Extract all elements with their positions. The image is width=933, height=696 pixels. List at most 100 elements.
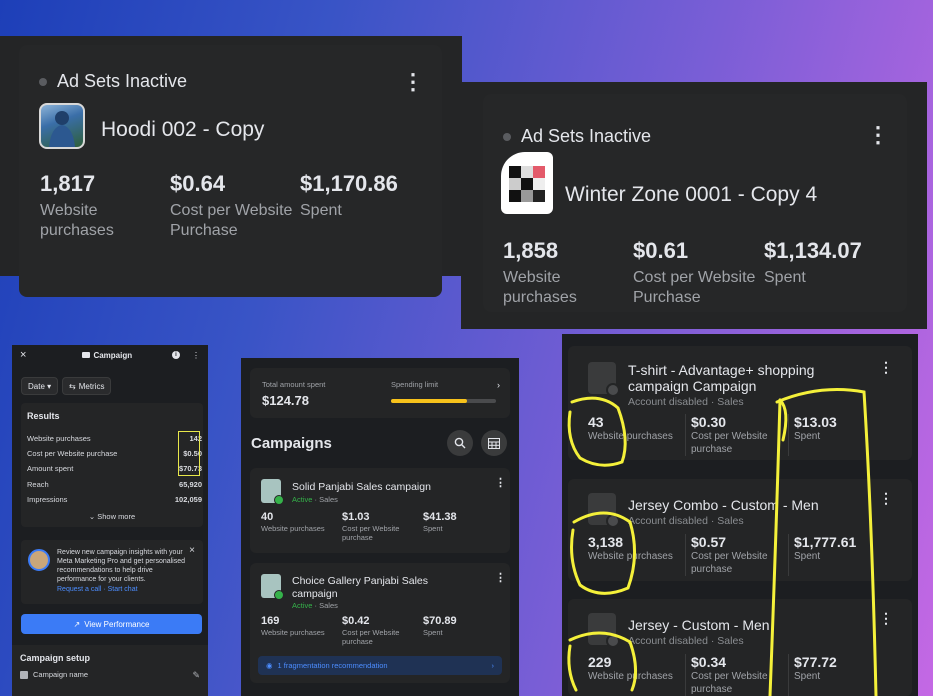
adset-card-body[interactable]: Ad Sets Inactive ⋮ Hoodi 002 - Copy 1,81…: [19, 45, 442, 297]
more-options-icon[interactable]: ⋮: [879, 610, 893, 626]
search-button[interactable]: [447, 430, 473, 456]
metrics-button[interactable]: ⇆ Metrics: [62, 377, 112, 395]
campaign-icon: [588, 613, 620, 648]
campaign-name: Jersey - Custom - Men: [628, 617, 770, 633]
divider: [788, 414, 789, 456]
status-row: Ad Sets Inactive: [503, 126, 651, 147]
adset-thumbnail: [39, 103, 85, 149]
campaign-card[interactable]: Jersey Combo - Custom - Men Account disa…: [568, 479, 912, 581]
campaign-status: Account disabled · Sales: [628, 396, 744, 408]
metric-spent: $77.72 Spent: [794, 654, 837, 683]
metric-label: Cost per Website purchase: [691, 431, 768, 455]
lightbulb-icon: ◉: [266, 661, 273, 670]
adset-card-body[interactable]: Ad Sets Inactive ⋮ Winter Zone 0001 - Co…: [483, 94, 907, 312]
metric-value: $1,777.61: [794, 534, 857, 550]
divider: [685, 654, 686, 696]
highlight-box: [178, 431, 200, 476]
campaign-card[interactable]: Solid Panjabi Sales campaign Active · Sa…: [250, 468, 510, 553]
metric-value: $0.57: [691, 534, 727, 550]
spending-limit-label: Spending limit: [391, 380, 439, 389]
metric-spent: $1,134.07 Spent: [764, 238, 862, 288]
insight-links[interactable]: Request a call · Start chat: [57, 586, 138, 593]
close-icon[interactable]: ×: [189, 545, 195, 556]
results-panel: Results Website purchases 142 Cost per We…: [21, 403, 203, 527]
metric-spent: $70.89 Spent: [423, 615, 457, 637]
metric-value: 43: [588, 414, 604, 430]
divider: [685, 414, 686, 456]
row-label: Cost per Website purchase: [27, 449, 118, 458]
metric-label: Cost per Website purchase: [342, 628, 400, 646]
metric-value: $41.38: [423, 511, 457, 523]
divider: [788, 654, 789, 696]
campaign-name: Solid Panjabi Sales campaign: [292, 481, 431, 493]
metric-value: $0.64: [170, 171, 226, 196]
metric-value: $77.72: [794, 654, 837, 670]
campaign-card[interactable]: Jersey - Custom - Men Account disabled ·…: [568, 599, 912, 696]
total-spent-value: $124.78: [262, 393, 309, 408]
more-options-icon[interactable]: ⋮: [495, 477, 506, 489]
more-options-icon[interactable]: ⋮: [879, 359, 893, 375]
row-value: 142: [189, 434, 202, 443]
more-options-icon[interactable]: ⋮: [495, 572, 506, 584]
edit-icon[interactable]: ✎: [192, 670, 200, 680]
show-more-label: Show more: [97, 512, 136, 521]
table-view-button[interactable]: [481, 430, 507, 456]
metric-label: Spent: [794, 431, 821, 442]
close-icon[interactable]: ×: [20, 349, 27, 361]
metric-value: $1,134.07: [764, 238, 862, 263]
campaign-card[interactable]: T-shirt - Advantage+ shopping campaign C…: [568, 346, 912, 460]
campaigns-list-screen: Total amount spent $124.78 Spending limi…: [241, 358, 519, 696]
recommendation-banner[interactable]: ◉ 1 fragmentation recommendation ›: [258, 656, 502, 675]
campaign-setup-section: Campaign setup Campaign name ✎: [12, 645, 208, 696]
more-options-icon[interactable]: ⋮: [192, 350, 200, 360]
chevron-right-icon[interactable]: ›: [497, 380, 500, 390]
metric-spent: $41.38 Spent: [423, 511, 457, 533]
result-row: Website purchases 142: [27, 434, 202, 443]
metric-value: $1.03: [342, 511, 370, 523]
campaign-status: Active · Sales: [292, 495, 338, 504]
row-label: Website purchases: [27, 434, 91, 443]
metric-label: Spent: [794, 551, 821, 562]
metric-value: 229: [588, 654, 612, 670]
metric-cost-per-purchase: $1.03 Cost per Website purchase: [342, 511, 412, 542]
date-filter-button[interactable]: Date ▾: [21, 377, 59, 395]
insight-banner: Review new campaign insights with your M…: [21, 540, 203, 604]
page-title: Campaign: [82, 351, 132, 360]
adset-name: Hoodi 002 - Copy: [101, 118, 265, 141]
status-dot-icon: [39, 77, 47, 86]
metric-cost-per-purchase: $0.42 Cost per Website purchase: [342, 615, 412, 646]
campaign-card[interactable]: Choice Gallery Panjabi Sales campaign Ac…: [250, 563, 510, 683]
setup-item[interactable]: Campaign name: [20, 670, 88, 679]
metric-cost-per-purchase: $0.64 Cost per Website Purchase: [170, 171, 295, 241]
folder-icon: [82, 352, 91, 358]
info-icon[interactable]: i: [172, 351, 180, 359]
metric-label: Website purchases: [503, 269, 577, 306]
view-performance-label: View Performance: [84, 619, 150, 629]
metric-label: Spent: [794, 671, 821, 682]
chevron-down-icon: ⌄: [88, 512, 96, 521]
more-options-icon[interactable]: ⋮: [879, 490, 893, 506]
metric-label: Website purchases: [40, 202, 114, 239]
result-row: Impressions 102,059: [27, 495, 202, 504]
row-label: Reach: [27, 480, 49, 489]
metric-cost-per-purchase: $0.34 Cost per Website purchase: [691, 654, 781, 696]
metric-label: Website purchases: [588, 431, 673, 442]
more-options-icon[interactable]: ⋮: [402, 69, 424, 94]
metric-cost-per-purchase: $0.57 Cost per Website purchase: [691, 534, 781, 576]
metric-value: $0.42: [342, 615, 370, 627]
spend-summary[interactable]: Total amount spent $124.78 Spending limi…: [250, 368, 510, 418]
campaign-icon: [261, 479, 284, 505]
metric-label: Spent: [423, 524, 443, 533]
status-active: Active: [292, 495, 313, 504]
metric-label: Website purchases: [588, 671, 673, 682]
sliders-icon: ⇆: [69, 381, 76, 391]
metric-label: Cost per Website purchase: [691, 551, 768, 575]
status-label: Ad Sets Inactive: [521, 126, 652, 146]
show-more-link[interactable]: ⌄ Show more: [21, 512, 203, 521]
view-performance-button[interactable]: ↗ View Performance: [21, 614, 202, 634]
campaign-name: T-shirt - Advantage+ shopping campaign C…: [628, 362, 815, 394]
row-label: Impressions: [27, 495, 68, 504]
metric-website-purchases: 229 Website purchases: [588, 654, 673, 683]
metric-value: $0.61: [633, 238, 689, 263]
more-options-icon[interactable]: ⋮: [867, 122, 889, 147]
